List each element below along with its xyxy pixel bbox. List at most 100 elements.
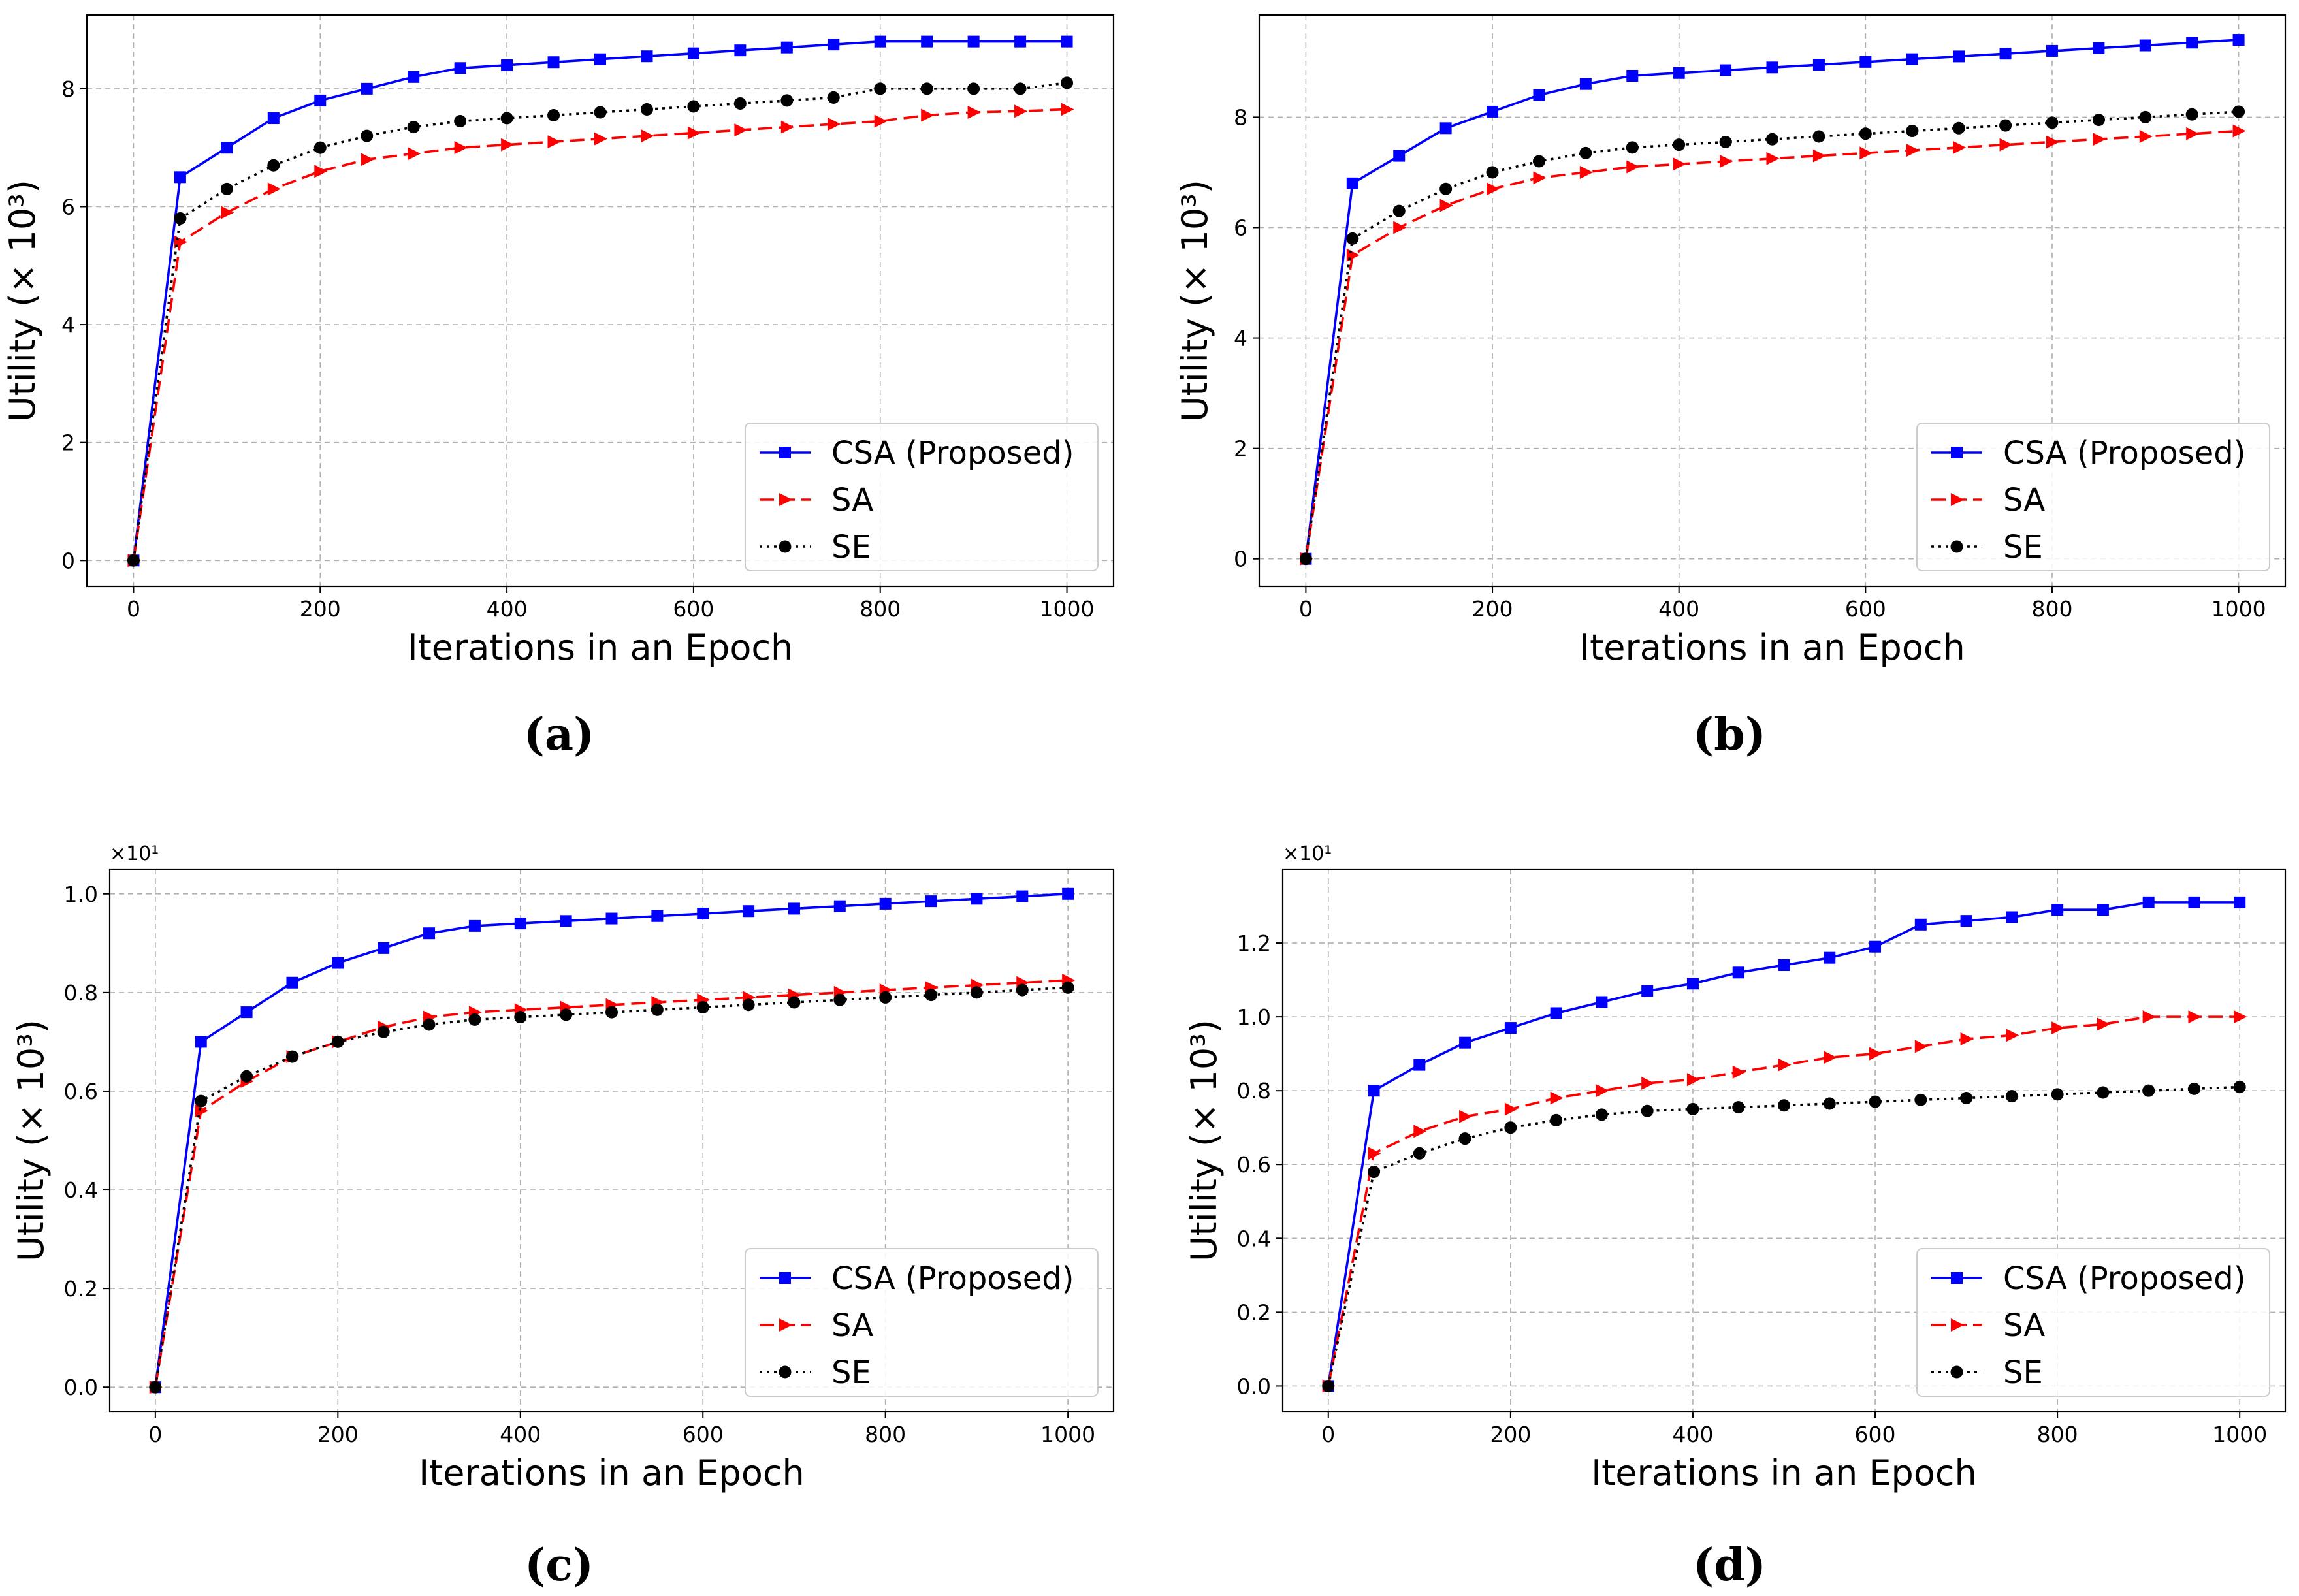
x-tick-label: 400	[1658, 596, 1699, 622]
legend-label: CSA (Proposed)	[2003, 1260, 2245, 1297]
data-point-circle	[779, 540, 792, 553]
data-point-circle	[174, 212, 187, 225]
data-point-square	[697, 907, 709, 919]
legend-entry: CSA (Proposed)	[760, 1260, 1074, 1297]
data-point-triangle	[361, 153, 374, 167]
data-point-square	[2142, 896, 2155, 908]
data-point-circle	[1016, 983, 1029, 997]
legend-entry: SE	[760, 529, 871, 566]
data-point-triangle	[734, 123, 748, 137]
data-point-square	[971, 893, 983, 905]
legend-entry: SA	[1931, 1307, 2045, 1344]
x-tick-label: 1000	[1040, 1422, 1095, 1447]
data-point-square	[1368, 1085, 1380, 1097]
data-point-triangle	[2097, 1017, 2110, 1031]
data-point-square	[501, 59, 513, 71]
data-point-triangle	[780, 120, 794, 134]
data-point-square	[788, 902, 800, 915]
data-point-square	[779, 447, 791, 458]
data-point-triangle	[547, 135, 561, 149]
data-point-square	[1999, 48, 2012, 60]
data-point-triangle	[1732, 1065, 1746, 1079]
data-point-circle	[1061, 981, 1074, 994]
y-axis-label: Utility (× 10³)	[2, 180, 43, 422]
legend-entry: SE	[760, 1354, 871, 1391]
data-point-circle	[331, 1035, 344, 1048]
data-point-triangle	[1686, 1073, 1700, 1087]
x-tick-label: 800	[865, 1422, 906, 1447]
axes-frame	[1258, 14, 2287, 588]
data-point-square	[1720, 64, 1732, 76]
x-axis-label: Iterations in an Epoch	[1579, 627, 1965, 668]
data-point-triangle	[779, 1318, 792, 1332]
data-point-triangle	[1459, 1109, 1473, 1123]
chart-panel-3: 0 200 400 600 800 1000 0.0 0.2 0.4 0.6 0.8 1.0 ×10¹ I…	[10, 842, 1115, 1591]
data-point-triangle	[408, 147, 421, 161]
data-point-circle	[1368, 1166, 1381, 1179]
data-point-triangle	[594, 132, 607, 146]
data-point-circle	[2139, 110, 2152, 123]
data-point-circle	[779, 1365, 792, 1379]
y-tick-label: 4	[61, 312, 75, 338]
data-point-circle	[240, 1070, 253, 1083]
data-point-square	[641, 50, 653, 63]
series-se	[1322, 1081, 2246, 1392]
data-point-triangle	[2006, 1029, 2019, 1042]
legend: CSA (Proposed) SA SE	[1916, 423, 2270, 571]
x-tick-label: 600	[683, 1422, 724, 1447]
chart-panel-1: 0 200 400 600 800 1000 0 2 4 6 8 Iterations in an E…	[2, 14, 1115, 761]
legend-label: SA	[831, 482, 873, 519]
legend-box	[745, 423, 1099, 571]
y-tick-label: 1.0	[1237, 1004, 1271, 1030]
data-point-circle	[733, 97, 747, 110]
y-tick-label: 2	[61, 430, 75, 456]
data-point-circle	[127, 554, 140, 567]
data-point-triangle	[2139, 129, 2153, 143]
data-point-triangle	[1778, 1058, 1792, 1072]
data-point-triangle	[1413, 1125, 1427, 1138]
data-point-circle	[1686, 1102, 1699, 1115]
data-point-square	[286, 976, 298, 989]
data-point-triangle	[1641, 1076, 1655, 1090]
data-point-square	[2046, 44, 2058, 57]
data-point-triangle	[1673, 157, 1686, 171]
data-point-circle	[500, 112, 513, 125]
data-point-square	[361, 82, 373, 95]
data-point-circle	[1413, 1147, 1426, 1160]
y-tick-label: 0.6	[64, 1079, 98, 1104]
data-point-circle	[514, 1011, 527, 1024]
data-point-circle	[454, 115, 467, 128]
x-tick-label: 400	[1672, 1422, 1713, 1447]
data-point-triangle	[828, 118, 841, 131]
data-point-triangle	[2046, 135, 2059, 149]
data-point-square	[240, 1006, 253, 1019]
y-tick-label: 1.0	[64, 882, 98, 907]
data-point-circle	[267, 159, 280, 172]
data-point-square	[1906, 53, 1918, 65]
data-point-circle	[967, 82, 980, 95]
data-point-circle	[970, 986, 983, 999]
data-point-circle	[827, 91, 840, 104]
y-tick-label: 6	[1234, 215, 1247, 240]
data-point-triangle	[2232, 124, 2246, 138]
data-point-square	[1550, 1007, 1562, 1019]
legend-entry: CSA (Proposed)	[760, 435, 1074, 471]
chart-panel-2: 0 200 400 600 800 1000 0 2 4 6 8 Iterations in an E…	[1174, 14, 2287, 761]
y-tick-label: 0.0	[1237, 1373, 1271, 1399]
data-point-triangle	[1953, 140, 1967, 154]
data-point-circle	[1579, 146, 1592, 159]
data-point-circle	[640, 103, 653, 116]
legend-label: CSA (Proposed)	[831, 1260, 1074, 1297]
series-csa-proposed	[1322, 896, 2246, 1392]
series-line	[1304, 110, 2239, 559]
y-tick-label: 2	[1234, 436, 1247, 462]
data-point-triangle	[1533, 171, 1547, 185]
data-point-triangle	[1487, 182, 1500, 196]
data-point-circle	[1823, 1097, 1836, 1110]
legend-label: SE	[2003, 529, 2043, 566]
legend-label: CSA (Proposed)	[831, 435, 1074, 471]
data-point-square	[408, 71, 420, 83]
data-point-square	[1673, 67, 1685, 79]
data-point-square	[967, 35, 980, 48]
